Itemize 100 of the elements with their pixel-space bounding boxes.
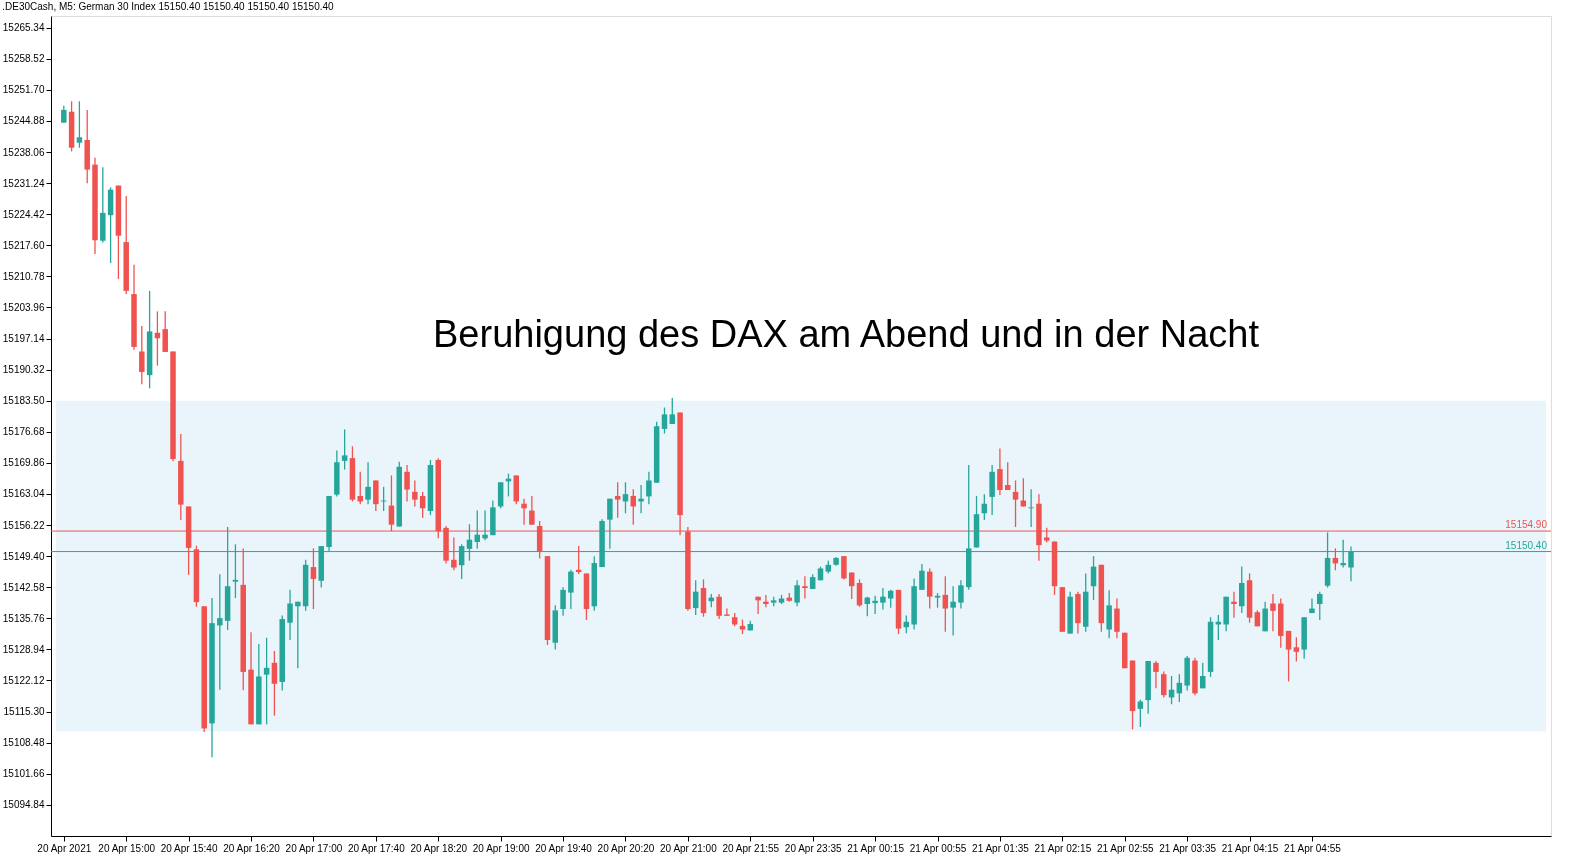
candlestick [997, 447, 1003, 496]
y-tick-label: 15238.06 [2, 146, 45, 158]
y-tick-label: 15135.76 [2, 612, 45, 624]
candlestick [802, 575, 808, 600]
ref-line-label: 15154.90 [1505, 519, 1548, 531]
candlestick [1239, 565, 1245, 614]
y-tick-label: 15115.30 [3, 706, 45, 718]
candlestick [139, 325, 145, 385]
candlestick [529, 495, 535, 526]
candlestick [341, 428, 348, 471]
candlestick [1012, 479, 1019, 528]
candlestick [1114, 597, 1120, 639]
y-tick-label: 15258.52 [2, 53, 45, 65]
y-tick-label: 15149.40 [2, 550, 45, 562]
y-tick-label: 15203.96 [2, 301, 45, 313]
candlestick [1285, 630, 1292, 683]
x-tick-label: 20 Apr 2021 [37, 842, 92, 854]
candlestick [310, 547, 317, 610]
candlestick [263, 637, 270, 725]
y-tick-label: 15210.78 [2, 270, 45, 282]
candlestick [716, 593, 722, 620]
y-tick-label: 15156.22 [2, 519, 45, 531]
x-tick-label: 20 Apr 18:20 [410, 842, 468, 854]
chart-title: .DE30Cash, M5: German 30 Index 15150.40 15150.40 15150.40 15150.40 [2, 1, 335, 12]
y-tick-label: 15101.66 [2, 768, 45, 780]
x-tick-label: 20 Apr 19:00 [472, 842, 530, 854]
y-tick-label: 15176.68 [2, 426, 45, 438]
y-tick-label: 15244.88 [2, 115, 45, 127]
candlestick [217, 573, 223, 691]
y-tick-label: 15265.34 [2, 22, 45, 34]
candlestick [763, 594, 769, 608]
y-tick-label: 15217.60 [2, 239, 45, 251]
candlestick [357, 471, 363, 505]
candlestick [1270, 593, 1276, 632]
candlestick [841, 555, 847, 581]
x-tick-label: 20 Apr 17:00 [285, 842, 343, 854]
candlestick [1262, 601, 1268, 632]
x-tick-label: 20 Apr 19:40 [535, 842, 593, 854]
candlestick [287, 589, 293, 641]
x-tick-label: 20 Apr 17:40 [347, 842, 406, 854]
candlestick [373, 479, 379, 512]
candlestick [880, 587, 886, 611]
x-tick-label: 21 Apr 04:15 [1221, 842, 1279, 854]
candlestick [958, 579, 964, 610]
x-tick-label: 20 Apr 16:20 [223, 842, 281, 854]
y-tick-label: 15190.32 [2, 364, 45, 376]
y-tick-label: 15197.14 [2, 333, 45, 345]
candlestick [1293, 636, 1300, 663]
candlestick [76, 100, 83, 149]
y-tick-label: 15231.24 [2, 177, 45, 189]
candlestick [607, 498, 613, 550]
candlestick [1317, 591, 1323, 621]
x-tick-label: 20 Apr 15:40 [160, 842, 218, 854]
x-tick-label: 20 Apr 21:55 [722, 842, 780, 854]
candlestick [295, 601, 301, 669]
y-tick-label: 15122.12 [2, 674, 45, 686]
candlestick [1215, 614, 1222, 641]
candlestick [724, 607, 730, 617]
candlestick [950, 585, 956, 637]
x-tick-label: 21 Apr 01:35 [972, 842, 1030, 854]
candlestick [560, 586, 566, 617]
candlestick [451, 536, 457, 571]
candlestick [646, 471, 652, 505]
y-tick-label: 15183.50 [2, 395, 45, 407]
candlestick [482, 509, 488, 541]
ref-line-label: 15150.40 [1505, 539, 1548, 551]
x-tick-label: 21 Apr 00:55 [909, 842, 967, 854]
candlestick [404, 464, 410, 503]
x-tick-label: 21 Apr 04:55 [1284, 842, 1342, 854]
y-tick-label: 15108.48 [2, 737, 45, 749]
candlestick [794, 579, 800, 607]
candlestick [568, 569, 574, 610]
candlestick [1309, 597, 1315, 614]
annotation: Beruhigung des DAX am Abend und in der Nacht [433, 312, 1260, 355]
y-tick-label: 15251.70 [2, 84, 45, 96]
candlestick [1200, 662, 1206, 689]
y-tick-label: 15224.42 [2, 208, 45, 220]
candlestick [365, 461, 371, 505]
x-tick-label: 20 Apr 20:20 [597, 842, 655, 854]
y-tick-label: 15142.58 [2, 581, 45, 593]
x-tick-label: 20 Apr 15:00 [98, 842, 156, 854]
x-tick-label: 21 Apr 03:35 [1159, 842, 1217, 854]
x-tick-label: 21 Apr 02:55 [1096, 842, 1155, 854]
x-tick-label: 20 Apr 23:35 [784, 842, 842, 854]
candlestick [661, 406, 668, 435]
candlestick [1153, 660, 1159, 689]
candlestick [1231, 591, 1237, 619]
candlestick [162, 310, 168, 353]
y-tick-label: 15128.94 [2, 643, 45, 655]
y-tick-label: 15094.84 [2, 799, 45, 811]
candlestick [271, 650, 278, 717]
candlestick [872, 595, 878, 615]
y-tick-label: 15169.86 [2, 457, 45, 469]
x-tick-label: 21 Apr 00:15 [847, 842, 905, 854]
x-tick-label: 21 Apr 02:15 [1034, 842, 1092, 854]
candlestick [614, 481, 621, 519]
y-tick-label: 15163.04 [2, 488, 45, 500]
candlestick [1161, 670, 1167, 699]
candlestick [669, 397, 676, 425]
x-tick-label: 20 Apr 21:00 [660, 842, 718, 854]
